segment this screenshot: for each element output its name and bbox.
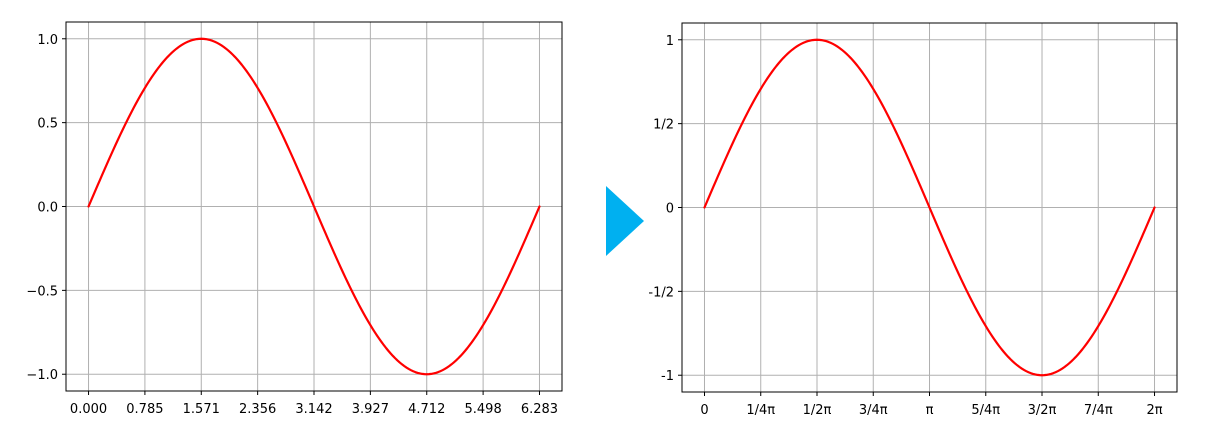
sine-series-line <box>703 38 1156 377</box>
x-tick-label: 0 <box>700 403 708 418</box>
x-tick-label: 1/4π <box>746 403 775 418</box>
x-tick-label: 1.571 <box>183 402 220 417</box>
x-tick-label: 7/4π <box>1084 403 1113 418</box>
chart-left-decimal-ticks: 0.000 0.785 1.571 2.356 3.142 3.927 4.712 5.498… <box>26 21 563 417</box>
chart-right-pi-ticks: 0 1/4π 1/2π 3/4π π 5/4π 3/2π 7/4π 2π 1 1/2 0 -1/2 -1 <box>648 22 1178 418</box>
x-tick-label: 6.283 <box>521 402 558 417</box>
x-tick-label: 2.356 <box>239 402 276 417</box>
right-triangle-arrow-icon <box>606 186 644 256</box>
y-tick-label: −1.0 <box>26 368 58 383</box>
x-tick-label: 1/2π <box>803 403 832 418</box>
y-tick-label: 0 <box>666 202 674 217</box>
x-tick-label: 3.927 <box>352 402 389 417</box>
y-tick-label: 0.0 <box>37 201 58 216</box>
y-tick-label: −0.5 <box>26 284 58 299</box>
x-tick-label: 3.142 <box>295 402 332 417</box>
sine-series-line <box>87 37 541 376</box>
y-tick-label: -1 <box>661 369 674 384</box>
y-tick-label: 1/2 <box>653 118 674 133</box>
x-tick-label: 5/4π <box>971 403 1000 418</box>
x-tick-label: 0.785 <box>126 402 163 417</box>
y-tick-label: 0.5 <box>37 117 58 132</box>
y-tick-label: 1.0 <box>37 33 58 48</box>
x-tick-label: 5.498 <box>465 402 502 417</box>
x-tick-label: 4.712 <box>408 402 445 417</box>
x-tick-label: 2π <box>1146 403 1162 418</box>
x-tick-label: 0.000 <box>70 402 107 417</box>
x-tick-label: 3/2π <box>1028 403 1057 418</box>
x-tick-label: 3/4π <box>859 403 888 418</box>
y-tick-label: -1/2 <box>648 285 674 300</box>
y-tick-label: 1 <box>666 34 674 49</box>
x-tick-label: π <box>926 403 934 418</box>
